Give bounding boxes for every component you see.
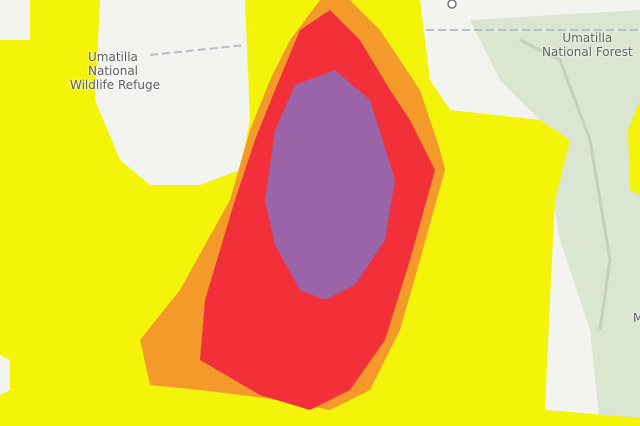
location-marker-icon[interactable] [447, 0, 457, 9]
road-dashed-west [149, 44, 246, 56]
label-line: National [88, 64, 139, 78]
label-line: National Forest [542, 45, 633, 59]
zone-low-east [628, 100, 640, 195]
zone-very-high [265, 70, 395, 300]
label-line: Umatilla [88, 50, 138, 64]
label-line: Umatilla [562, 31, 613, 45]
label-edge-partial: M [633, 311, 640, 325]
label-national-forest: Umatilla National Forest [542, 31, 633, 59]
label-wildlife-refuge: Umatilla National Wildlife Refuge [70, 50, 160, 92]
terrain-forest [470, 10, 640, 426]
label-line: Wildlife Refuge [70, 78, 160, 92]
